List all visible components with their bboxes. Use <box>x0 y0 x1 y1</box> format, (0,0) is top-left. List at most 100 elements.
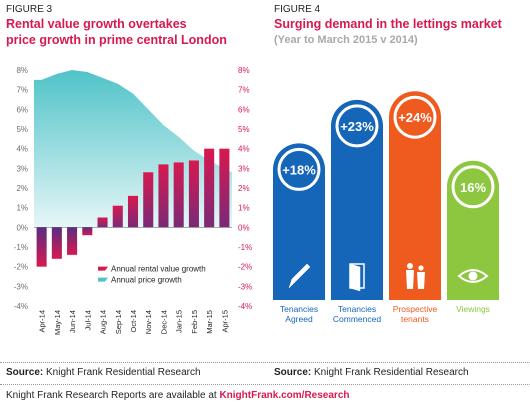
figure-4-source: Source: Knight Frank Residential Researc… <box>274 367 469 378</box>
rental-bar-Dec-14 <box>158 164 169 228</box>
y-tick-left: 0% <box>16 223 28 232</box>
y-tick-left: 8% <box>16 66 28 75</box>
y-tick-left: 4% <box>16 145 28 154</box>
pillar-value-1: +23% <box>340 119 374 134</box>
x-tick-label: Jul-14 <box>83 310 92 330</box>
figure-3-chart: 8% 7% 6% 5% 4% 3% 2% 1% 0% -1% -2% -3% -4% 8% 7% 6% 5% 4… <box>14 66 252 335</box>
rental-bar-Jan-15 <box>173 162 184 228</box>
figure-4-panel: FIGURE 4 Surging demand in the lettings … <box>268 0 530 378</box>
rental-bar-Mar-15 <box>204 148 215 228</box>
x-tick-label: May-14 <box>53 310 62 335</box>
y-tick-left: -2% <box>14 263 28 272</box>
y-tick-right: 8% <box>238 66 250 75</box>
x-tick-label: Apr-14 <box>38 310 47 333</box>
x-tick-label: Nov-14 <box>144 310 153 334</box>
pillar-0: +18% Tenancies Agreed <box>273 143 325 324</box>
figure-3-title-line-2: price growth in prime central London <box>6 33 227 47</box>
rental-bar-Aug-14 <box>97 217 108 228</box>
y-tick-left: 1% <box>16 204 28 213</box>
x-tick-label: Feb-15 <box>190 310 199 334</box>
y-tick-left: -4% <box>14 302 28 311</box>
pillar-value-2: +24% <box>398 110 432 125</box>
y-tick-right: 2% <box>238 184 250 193</box>
y-tick-left: 2% <box>16 184 28 193</box>
figure-4-source-label: Source: <box>274 367 312 378</box>
y-tick-left: 5% <box>16 125 28 134</box>
pillar-label-1: Tenancies Commenced <box>333 304 381 324</box>
legend-swatch-0 <box>98 266 108 271</box>
figure-3-label: FIGURE 3 <box>6 4 53 15</box>
rental-bar-May-14 <box>51 227 62 259</box>
y-tick-left: 7% <box>16 86 28 95</box>
research-link[interactable]: KnightFrank.com/Research <box>219 390 350 401</box>
eye-icon <box>457 269 489 283</box>
pillar-bar-0 <box>273 143 325 300</box>
rental-bar-Sep-14 <box>112 205 123 228</box>
y-tick-right: 0% <box>238 223 250 232</box>
figure-3-source-text: Knight Frank Residential Research <box>46 367 201 378</box>
x-tick-label: Dec-14 <box>159 310 168 334</box>
y-tick-right: 5% <box>238 125 250 134</box>
pillar-2: +24% Prospective tenants <box>389 91 441 324</box>
legend-label-1: Annual price growth <box>111 276 182 285</box>
people-icon <box>406 263 425 289</box>
figure-3-panel: FIGURE 3 Rental value growth overtakes p… <box>0 0 262 378</box>
y-tick-left: -3% <box>14 282 28 291</box>
pillar-value-3: 16% <box>460 180 486 195</box>
y-tick-right: -2% <box>238 263 252 272</box>
pillar-3: 16% Viewings <box>447 160 499 314</box>
figure-4-source-text: Knight Frank Residential Research <box>314 367 469 378</box>
legend-swatch-1 <box>98 277 108 282</box>
rental-bar-Jun-14 <box>67 227 78 255</box>
rental-bar-Jul-14 <box>82 227 93 236</box>
x-tick-label: Jan-15 <box>175 310 184 333</box>
figure-3-source: Source: Knight Frank Residential Researc… <box>6 367 201 378</box>
x-tick-label: Mar-15 <box>205 310 214 334</box>
figure-4-subtitle: (Year to March 2015 v 2014) <box>274 34 418 46</box>
pillar-value-0: +18% <box>282 162 316 177</box>
pillar-ring-3 <box>451 165 495 209</box>
y-tick-right: -1% <box>238 243 252 252</box>
pillar-label-3: Viewings <box>456 304 490 314</box>
door-icon <box>349 263 365 292</box>
divider-top <box>0 362 530 363</box>
y-tick-right: 4% <box>238 145 250 154</box>
footer-text: Knight Frank Research Reports are availa… <box>6 390 220 401</box>
rental-bar-Oct-14 <box>127 195 139 228</box>
rental-bar-Feb-15 <box>188 160 199 228</box>
figure-3-title: Rental value growth overtakes price grow… <box>6 16 227 48</box>
rental-bar-Nov-14 <box>143 172 154 228</box>
x-tick-label: Oct-14 <box>129 310 138 333</box>
footer: Knight Frank Research Reports are availa… <box>6 390 350 401</box>
figure-4-label: FIGURE 4 <box>274 4 321 15</box>
y-tick-right: 7% <box>238 86 250 95</box>
figure-4-title: Surging demand in the lettings market <box>274 17 502 31</box>
pillar-ring-2 <box>393 95 437 139</box>
pillar-label-0: Tenancies Agreed <box>280 304 318 324</box>
pillar-1: +23% Tenancies Commenced <box>331 99 383 324</box>
x-tick-label: Apr-15 <box>220 310 229 333</box>
figure-3-source-label: Source: <box>6 367 44 378</box>
y-tick-right: 3% <box>238 164 250 173</box>
pillar-ring-1 <box>335 104 379 148</box>
pillar-label-2: Prospective tenants <box>393 304 438 324</box>
x-tick-label: Aug-14 <box>99 310 108 334</box>
x-tick-label: Sep-14 <box>114 310 123 334</box>
pillar-bar-1 <box>331 99 383 300</box>
pen-icon <box>288 263 311 289</box>
y-tick-right: 6% <box>238 105 250 114</box>
rental-bar-Apr-14 <box>36 227 47 267</box>
y-tick-right: -4% <box>238 302 252 311</box>
figure-4-chart: +18% Tenancies Agreed +23% Tenancies Commence… <box>273 91 499 324</box>
y-tick-left: -1% <box>14 243 28 252</box>
pillar-bar-2 <box>389 91 441 300</box>
legend-label-0: Annual rental value growth <box>111 265 206 274</box>
figure-3-title-line-1: Rental value growth overtakes <box>6 17 187 31</box>
y-tick-left: 6% <box>16 105 28 114</box>
divider-bottom <box>0 384 530 385</box>
y-tick-right: 1% <box>238 204 250 213</box>
pillar-bar-3 <box>447 160 499 300</box>
x-tick-label: Jun-14 <box>68 310 77 333</box>
y-tick-right: -3% <box>238 282 252 291</box>
pillar-ring-0 <box>277 147 321 191</box>
